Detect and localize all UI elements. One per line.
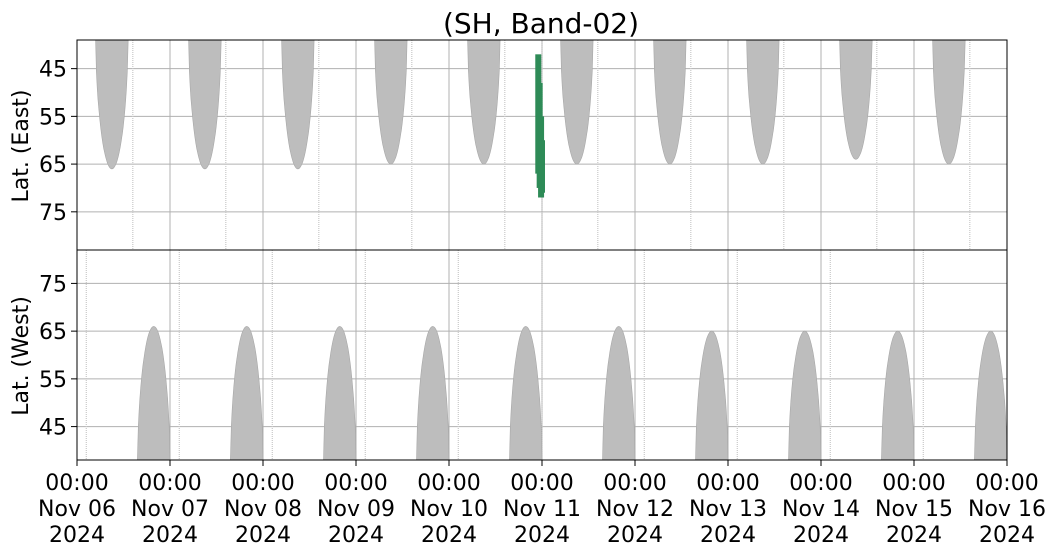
xtick-label: Nov 09: [317, 497, 395, 522]
xtick-label: 00:00: [510, 471, 573, 496]
east-coverage-swath: [281, 39, 315, 170]
west-coverage-swath: [137, 326, 171, 461]
xtick-label: 2024: [793, 523, 849, 548]
east-coverage-swath: [467, 39, 501, 165]
east-coverage-swath: [188, 39, 222, 170]
west-ylabel: Lat. (West): [9, 296, 34, 416]
east-ylabel: Lat. (East): [9, 90, 34, 203]
xtick-label: 00:00: [789, 471, 852, 496]
xtick-label: 2024: [421, 523, 477, 548]
xtick-label: 00:00: [324, 471, 387, 496]
west-coverage-swath: [230, 326, 264, 461]
xtick-label: 2024: [886, 523, 942, 548]
west-coverage-swath: [323, 326, 357, 461]
xtick-label: 2024: [142, 523, 198, 548]
xtick-label: 00:00: [975, 471, 1038, 496]
xtick-label: Nov 13: [689, 497, 767, 522]
xtick-label: Nov 14: [782, 497, 860, 522]
detection-cell: [539, 140, 545, 193]
east-coverage-swath: [839, 39, 873, 160]
west-coverage-swath: [509, 326, 543, 461]
west-coverage-swath: [602, 326, 636, 461]
ytick-label: 65: [39, 320, 67, 345]
xtick-label: 2024: [328, 523, 384, 548]
xtick-label: Nov 15: [875, 497, 953, 522]
ytick-label: 45: [39, 416, 67, 441]
xtick-label: 2024: [235, 523, 291, 548]
xtick-label: 00:00: [417, 471, 480, 496]
xtick-label: 00:00: [231, 471, 294, 496]
east-coverage-swath: [374, 39, 408, 165]
xtick-label: 00:00: [696, 471, 759, 496]
xtick-label: 2024: [49, 523, 105, 548]
west-coverage-swath: [881, 330, 915, 461]
west-coverage-swath: [788, 330, 822, 461]
west-coverage-swath: [416, 326, 450, 461]
xtick-label: Nov 16: [968, 497, 1046, 522]
ytick-label: 55: [39, 105, 67, 130]
east-coverage-swath: [95, 39, 129, 170]
ytick-label: 65: [39, 153, 67, 178]
xtick-label: Nov 06: [38, 497, 116, 522]
east-coverage-swath: [746, 39, 780, 165]
xtick-label: 00:00: [882, 471, 945, 496]
ytick-label: 75: [39, 272, 67, 297]
xtick-label: Nov 11: [503, 497, 581, 522]
xtick-label: 00:00: [138, 471, 201, 496]
xtick-label: 2024: [700, 523, 756, 548]
xtick-label: 00:00: [603, 471, 666, 496]
xtick-label: Nov 12: [596, 497, 674, 522]
ytick-label: 75: [39, 201, 67, 226]
xtick-label: Nov 10: [410, 497, 488, 522]
east-coverage-swath: [560, 39, 594, 165]
xtick-label: Nov 08: [224, 497, 302, 522]
chart-title: (SH, Band-02): [443, 7, 639, 40]
ytick-label: 55: [39, 368, 67, 393]
west-coverage-swath: [974, 330, 1008, 461]
ytick-label: 45: [39, 58, 67, 83]
east-coverage-swath: [932, 39, 966, 165]
xtick-label: 2024: [607, 523, 663, 548]
xtick-label: Nov 07: [131, 497, 209, 522]
west-coverage-swath: [695, 330, 729, 461]
xtick-label: 2024: [979, 523, 1035, 548]
east-coverage-swath: [653, 39, 687, 165]
xtick-label: 2024: [514, 523, 570, 548]
xtick-label: 00:00: [45, 471, 108, 496]
